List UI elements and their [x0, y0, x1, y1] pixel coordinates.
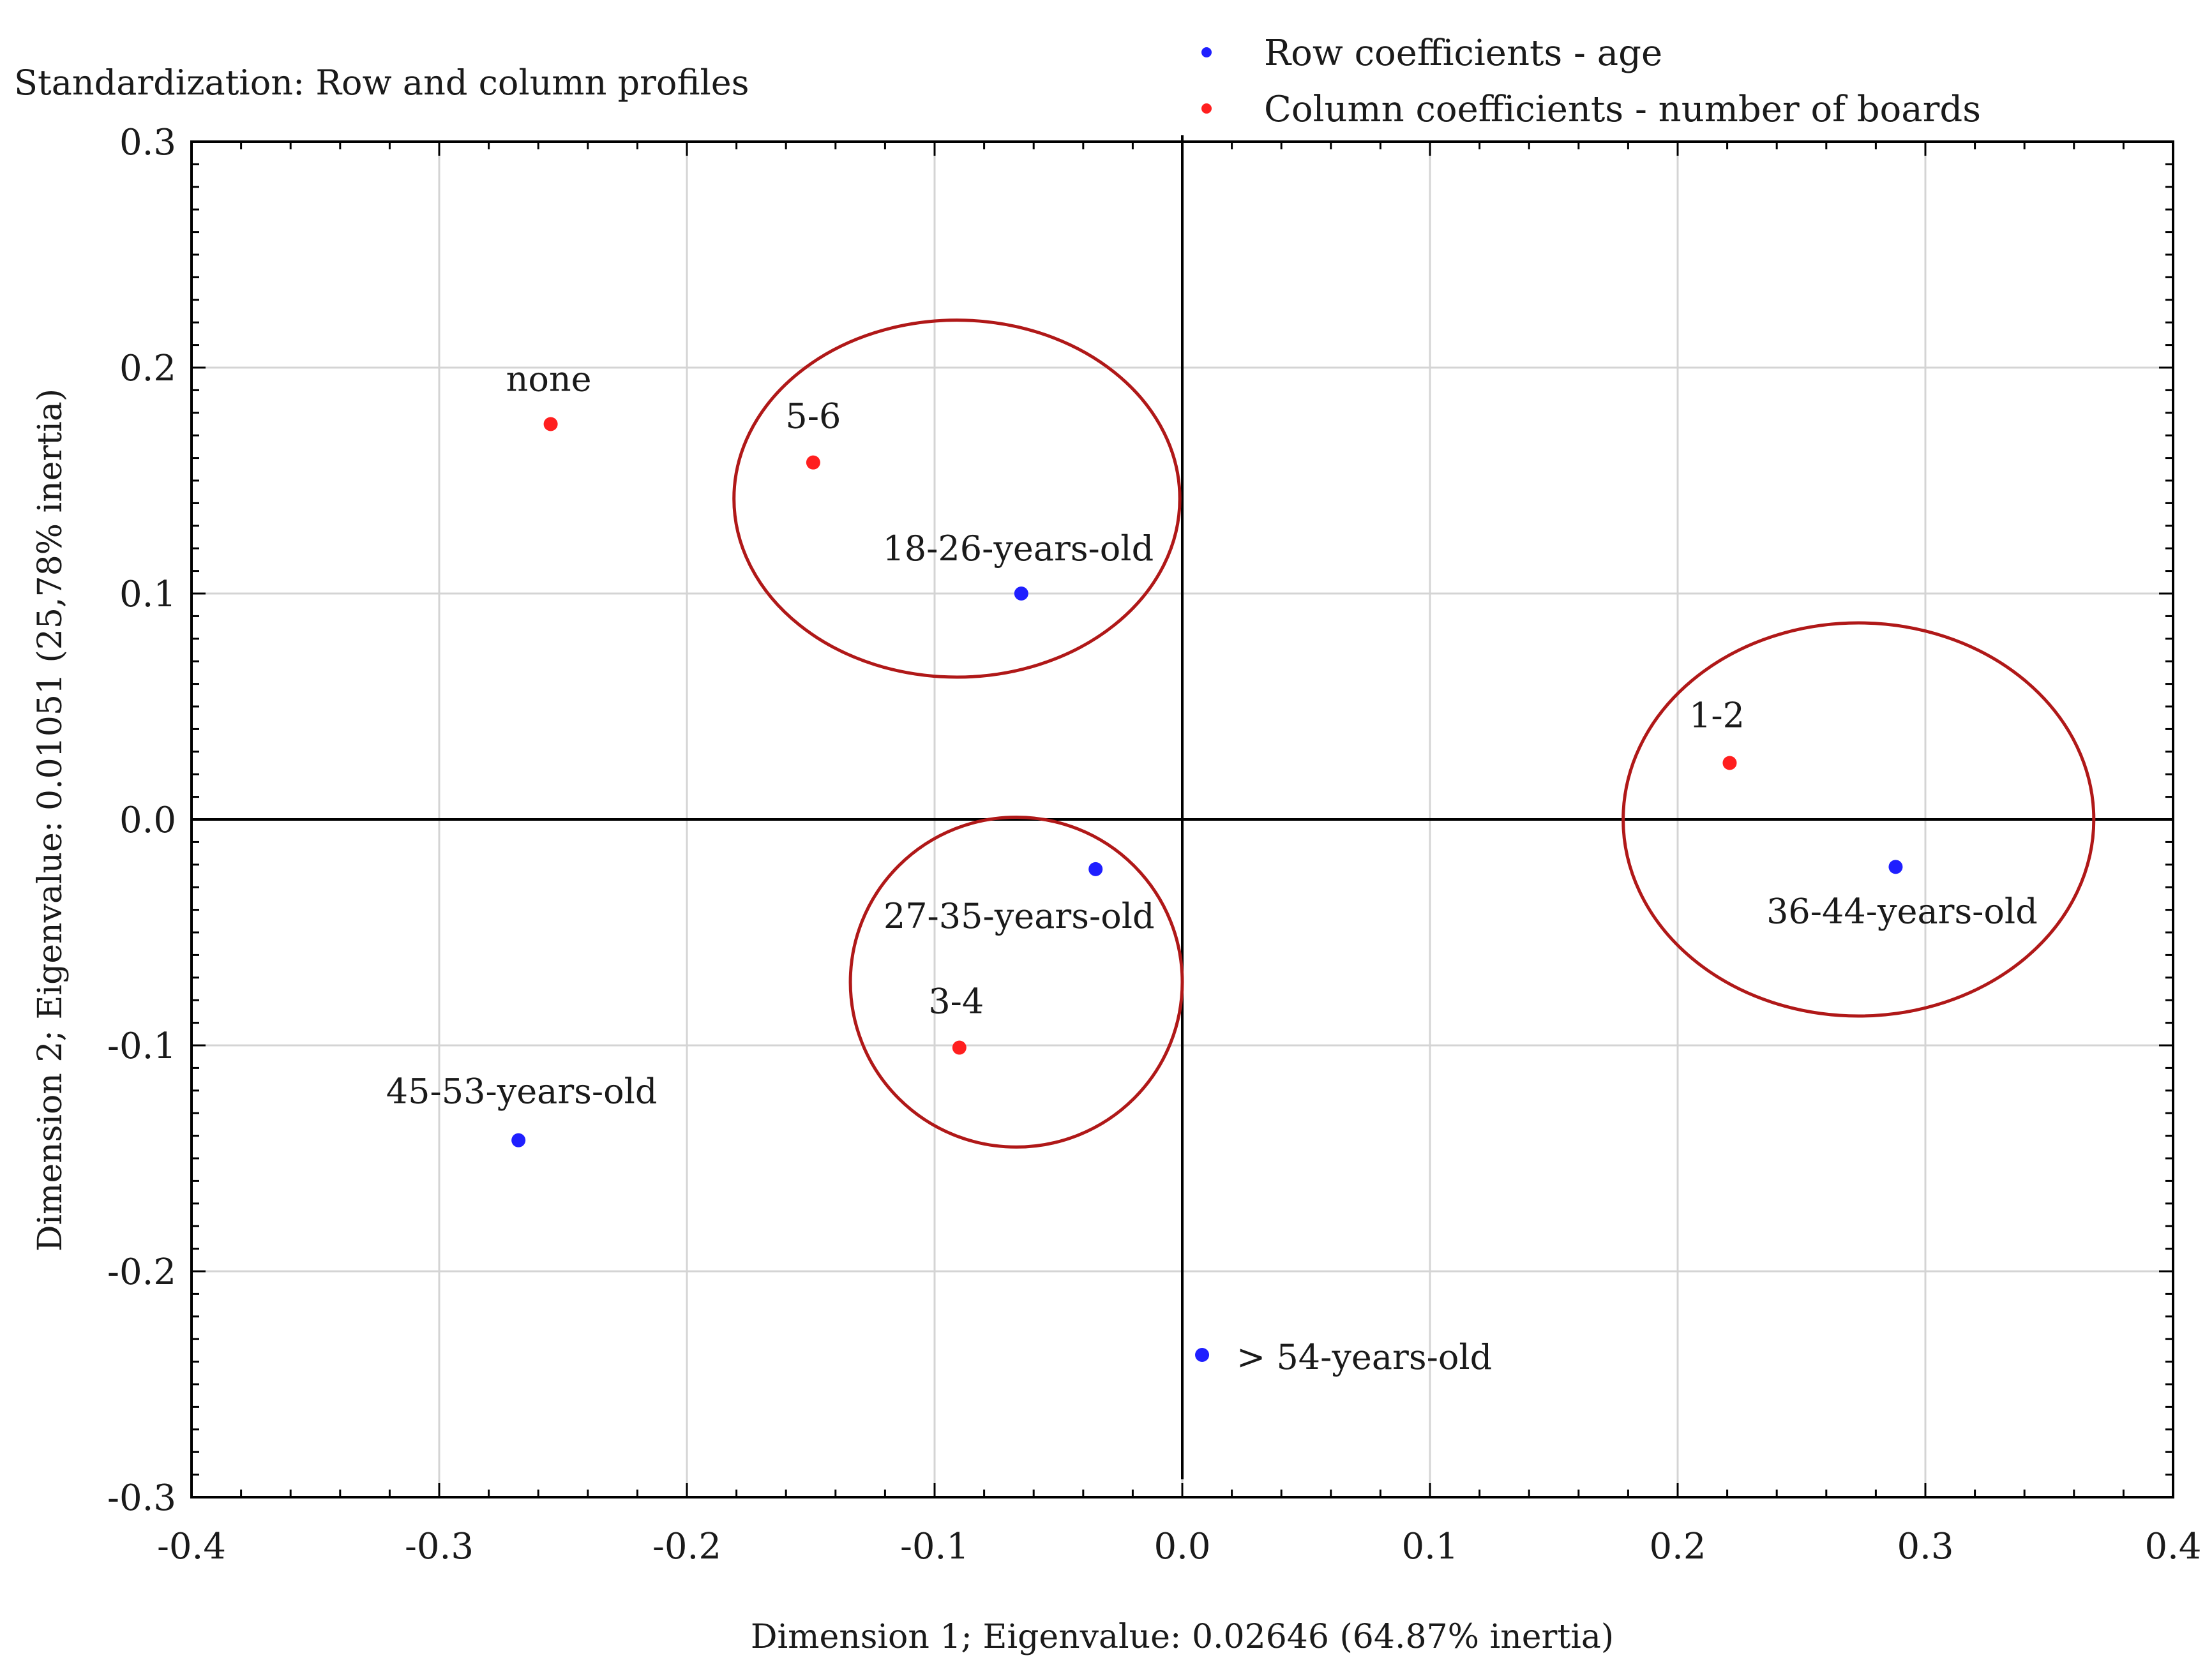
x-tick-label: -0.2: [652, 1526, 721, 1567]
chart-subtitle: Standardization: Row and column profiles: [14, 63, 749, 103]
y-tick-label: 0.1: [119, 574, 176, 615]
label-36-44-years-old: 36-44-years-old: [1766, 891, 2038, 931]
label-5-6: 5-6: [785, 396, 841, 437]
data-point-labels: 18-26-years-old 27-35-years-old 36-44-year…: [386, 359, 2038, 1377]
x-tick-label: 0.0: [1154, 1526, 1210, 1567]
x-tick-label: 0.3: [1897, 1526, 1953, 1567]
legend: Row coefficients - age Column coefficient…: [1201, 33, 1981, 130]
y-tick-label: 0.3: [119, 122, 176, 163]
point-45-53-years-old: [511, 1133, 526, 1147]
label-1-2: 1-2: [1689, 696, 1745, 736]
x-tick-label: 0.2: [1649, 1526, 1706, 1567]
y-tick-label: 0.0: [119, 800, 176, 841]
x-axis-tick-labels: -0.4 -0.3 -0.2 -0.1 0.0 0.1 0.2 0.3 0.4: [157, 1526, 2202, 1567]
y-axis-title: Dimension 2; Eigenvalue: 0.01051 (25,78%…: [31, 389, 70, 1252]
cluster-ellipse: [732, 318, 1182, 679]
minor-ticks: [190, 140, 2174, 1498]
point-27-35-years-old: [1088, 862, 1103, 876]
x-tick-label: -0.3: [405, 1526, 474, 1567]
point-3-4: [952, 1040, 967, 1055]
point-18-26-years-old: [1014, 587, 1028, 601]
x-tick-label: -0.4: [157, 1526, 226, 1567]
label-18-26-years-old: 18-26-years-old: [882, 528, 1154, 569]
cluster-ellipse: [1621, 621, 2096, 1018]
label-3-4: 3-4: [928, 982, 984, 1022]
point-1-2: [1722, 756, 1737, 770]
legend-label-column-coefficients-number-of-boards: Column coefficients - number of boards: [1264, 89, 1981, 130]
point-none: [543, 417, 558, 431]
reference-lines: [192, 135, 2173, 1479]
label-none: none: [506, 359, 592, 400]
point-5-6: [806, 455, 820, 470]
cluster-ellipses: [732, 318, 2096, 1149]
x-tick-label: 0.1: [1401, 1526, 1458, 1567]
label-45-53-years-old: 45-53-years-old: [386, 1072, 658, 1112]
x-tick-label: 0.4: [2144, 1526, 2201, 1567]
cluster-ellipse: [848, 815, 1184, 1149]
y-axis-tick-labels: 0.3 0.2 0.1 0.0 -0.1 -0.2 -0.3: [107, 122, 176, 1519]
legend-label-row-coefficients-age: Row coefficients - age: [1264, 33, 1662, 74]
x-tick-label: -0.1: [900, 1526, 969, 1567]
legend-marker-row-coefficients-age: [1201, 47, 1212, 57]
data-points: [511, 417, 1903, 1362]
point-54-years-old: [1195, 1347, 1210, 1362]
label-27-35-years-old: 27-35-years-old: [884, 896, 1155, 936]
y-tick-label: -0.3: [107, 1477, 176, 1519]
y-tick-label: -0.1: [107, 1026, 176, 1067]
x-axis-title: Dimension 1; Eigenvalue: 0.02646 (64.87%…: [751, 1618, 1614, 1656]
point-36-44-years-old: [1888, 860, 1903, 874]
label-54-years-old: > 54-years-old: [1237, 1337, 1492, 1377]
y-tick-label: 0.2: [119, 348, 176, 389]
legend-marker-column-coefficients-number-of-boards: [1201, 103, 1212, 114]
y-tick-label: -0.2: [107, 1252, 176, 1293]
